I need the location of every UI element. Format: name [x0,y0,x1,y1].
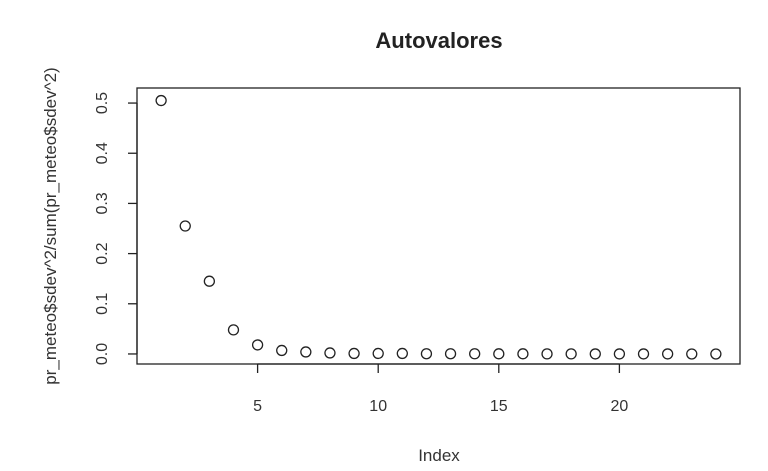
data-points [155,94,722,360]
y-tick-label: 0.0 [94,343,111,365]
x-tick-label: 5 [253,398,262,415]
data-point [276,344,288,357]
plot-frame [136,87,741,365]
data-point [710,348,722,360]
data-point [493,348,505,360]
y-axis: 0.0 0.1 0.2 0.3 0.4 0.5 [94,92,138,365]
chart-title: Autovalores [375,28,502,53]
data-point [565,348,577,360]
data-point [637,348,650,360]
data-point [396,347,408,360]
data-point [517,348,529,360]
data-point [300,346,312,358]
data-point [469,348,481,360]
data-point [613,348,626,360]
data-point [420,348,433,360]
x-tick-label: 20 [611,398,629,415]
data-point [324,347,336,359]
y-tick-label: 0.4 [94,142,111,164]
data-point [179,220,191,232]
data-point [203,275,216,287]
data-point [661,348,674,360]
data-point [251,339,264,351]
x-tick-label: 10 [369,398,387,415]
x-axis-label: Index [418,446,460,465]
data-point [227,324,240,336]
x-tick-label: 15 [490,398,508,415]
data-point [348,347,360,360]
data-point [589,348,601,360]
data-point [686,348,698,360]
data-point [155,94,167,107]
data-point [541,348,553,360]
y-tick-label: 0.5 [94,92,111,114]
y-tick-label: 0.3 [94,192,111,214]
y-axis-label: pr_meteo$sdev^2/sum(pr_meteo$sdev^2) [41,67,60,384]
x-axis: 5 10 15 20 [253,363,629,415]
data-point [372,347,384,360]
data-point [444,348,457,360]
y-tick-label: 0.1 [94,293,111,315]
y-tick-label: 0.2 [94,242,111,264]
